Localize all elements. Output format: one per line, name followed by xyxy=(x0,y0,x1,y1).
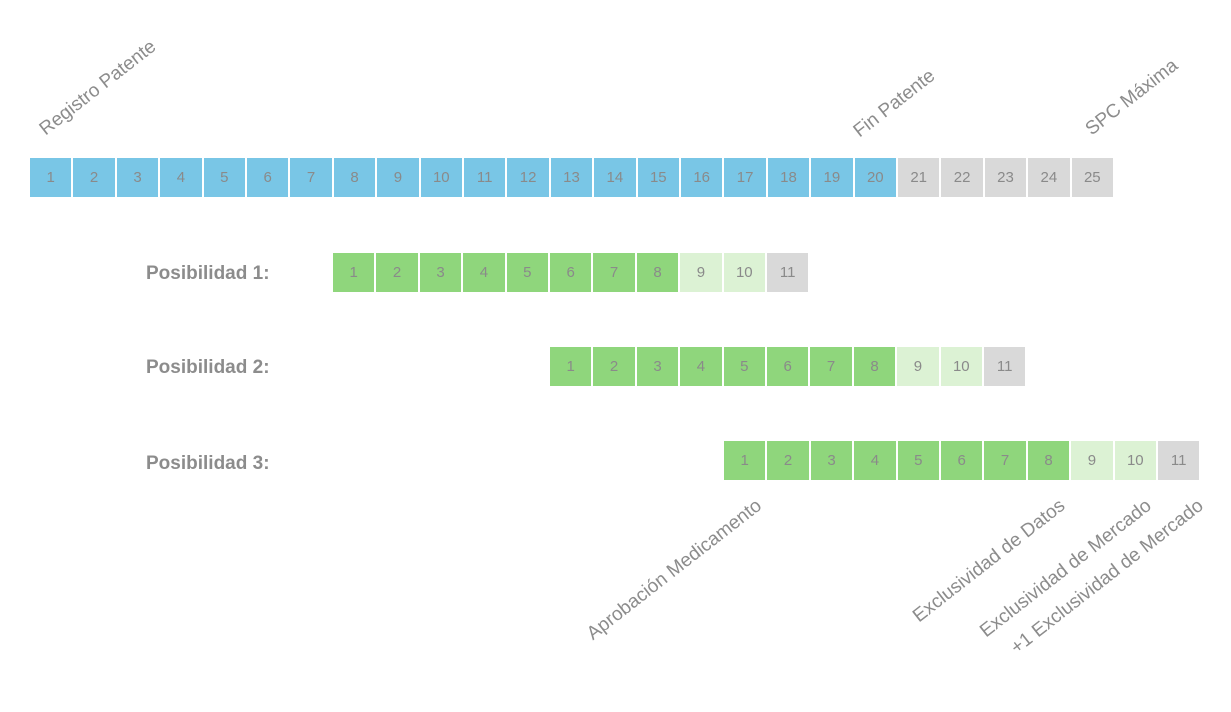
patent-year-cell: 10 xyxy=(420,158,463,197)
spc-year-cell: 22 xyxy=(941,158,984,197)
patent-year-cell: 19 xyxy=(811,158,854,197)
data-exclusivity-year-cell: 1 xyxy=(333,253,376,292)
patent-year-cell: 3 xyxy=(116,158,160,197)
data-exclusivity-year-cell: 8 xyxy=(1027,441,1071,480)
extra-market-exclusivity-year-cell: 11 xyxy=(984,347,1027,386)
market-exclusivity-year-cell: 10 xyxy=(1114,441,1157,480)
market-exclusivity-year-cell: 9 xyxy=(680,253,723,292)
patent-year-cell: 8 xyxy=(333,158,377,197)
data-exclusivity-year-cell: 1 xyxy=(550,347,593,386)
data-exclusivity-year-cell: 4 xyxy=(680,347,723,386)
patent-year-cell: 7 xyxy=(290,158,333,197)
label-fin-patente: Fin Patente xyxy=(849,65,940,142)
patent-year-cell: 16 xyxy=(681,158,724,197)
label-aprobacion-medicamento: Aprobación Medicamento xyxy=(582,495,766,645)
possibility-1-label: Posibilidad 1: xyxy=(146,263,270,284)
patent-year-cell: 1 xyxy=(30,158,73,197)
data-exclusivity-year-cell: 8 xyxy=(636,253,680,292)
data-exclusivity-year-cell: 7 xyxy=(810,347,853,386)
data-exclusivity-year-cell: 2 xyxy=(593,347,636,386)
data-exclusivity-year-cell: 5 xyxy=(506,253,549,292)
data-exclusivity-year-cell: 6 xyxy=(550,253,593,292)
label-exclusividad-datos: Exclusividad de Datos xyxy=(909,495,1070,627)
data-exclusivity-year-cell: 3 xyxy=(419,253,463,292)
spc-year-cell: 21 xyxy=(898,158,941,197)
patent-year-cell: 6 xyxy=(247,158,290,197)
data-exclusivity-year-cell: 3 xyxy=(636,347,680,386)
patent-year-cell: 15 xyxy=(637,158,680,197)
extra-market-exclusivity-year-cell: 11 xyxy=(767,253,810,292)
patent-year-cell: 17 xyxy=(724,158,767,197)
patent-year-cell: 14 xyxy=(594,158,637,197)
data-exclusivity-year-cell: 7 xyxy=(593,253,636,292)
spc-year-cell: 23 xyxy=(984,158,1028,197)
spc-year-cell: 25 xyxy=(1071,158,1114,197)
possibility-2-label: Posibilidad 2: xyxy=(146,357,270,378)
data-exclusivity-year-cell: 6 xyxy=(767,347,810,386)
patent-year-cell: 2 xyxy=(73,158,116,197)
label-spc-maxima: SPC Máxima xyxy=(1081,54,1182,140)
patent-year-cell: 9 xyxy=(377,158,420,197)
patent-year-cell: 5 xyxy=(203,158,246,197)
patent-year-cell: 18 xyxy=(767,158,811,197)
data-exclusivity-year-cell: 4 xyxy=(854,441,897,480)
market-exclusivity-year-cell: 9 xyxy=(897,347,940,386)
data-exclusivity-year-cell: 2 xyxy=(376,253,419,292)
spc-year-cell: 24 xyxy=(1028,158,1071,197)
patent-year-cell: 11 xyxy=(464,158,507,197)
extra-market-exclusivity-year-cell: 11 xyxy=(1158,441,1201,480)
data-exclusivity-year-cell: 3 xyxy=(810,441,854,480)
patent-year-cell: 4 xyxy=(160,158,203,197)
data-exclusivity-year-cell: 6 xyxy=(941,441,984,480)
data-exclusivity-year-cell: 1 xyxy=(724,441,767,480)
data-exclusivity-year-cell: 4 xyxy=(463,253,506,292)
market-exclusivity-year-cell: 9 xyxy=(1071,441,1114,480)
possibility-3-label: Posibilidad 3: xyxy=(146,453,270,474)
data-exclusivity-year-cell: 8 xyxy=(853,347,897,386)
patent-year-cell: 12 xyxy=(507,158,550,197)
data-exclusivity-year-cell: 5 xyxy=(897,441,940,480)
data-exclusivity-year-cell: 7 xyxy=(984,441,1027,480)
market-exclusivity-year-cell: 10 xyxy=(940,347,983,386)
data-exclusivity-year-cell: 2 xyxy=(767,441,810,480)
data-exclusivity-year-cell: 5 xyxy=(723,347,766,386)
patent-year-cell: 20 xyxy=(854,158,897,197)
patent-year-cell: 13 xyxy=(550,158,594,197)
market-exclusivity-year-cell: 10 xyxy=(723,253,766,292)
label-registro-patente: Registro Patente xyxy=(35,36,161,140)
